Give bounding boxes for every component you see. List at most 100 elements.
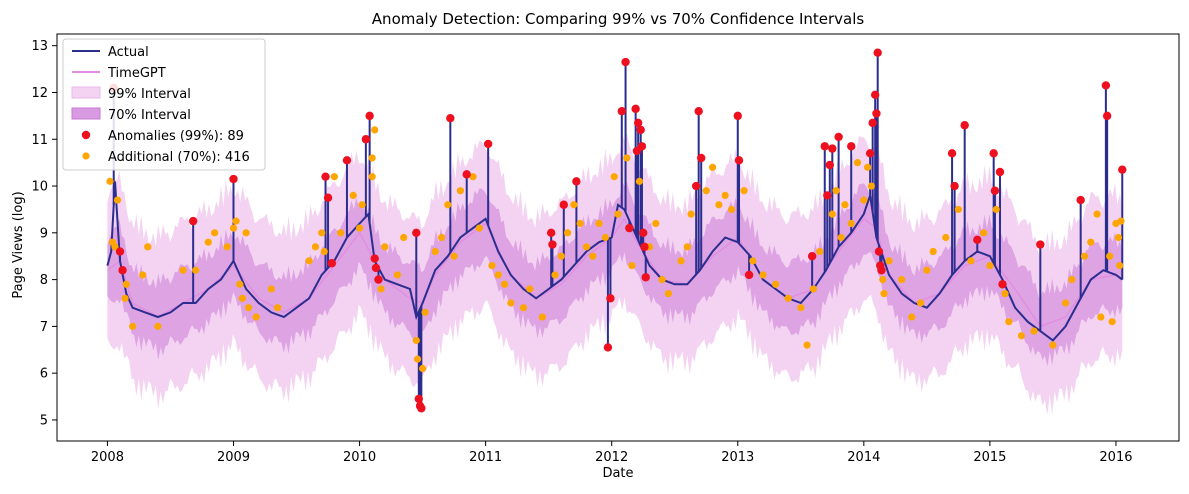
x-tick-label: 2011 [469, 450, 502, 465]
anomaly-99-point [877, 266, 886, 275]
anomaly-70-point [841, 201, 849, 209]
anomaly-99-point [115, 247, 125, 256]
anomaly-70-point [500, 280, 509, 288]
anomaly-70-point [809, 285, 818, 293]
anomaly-70-point [1087, 238, 1095, 246]
anomaly-70-point [229, 224, 238, 232]
legend-swatch-ci99 [71, 86, 101, 99]
anomaly-70-point [236, 280, 244, 288]
anomaly-99-point [1102, 111, 1112, 121]
anomaly-70-point [444, 201, 452, 209]
y-tick-label: 5 [40, 413, 48, 428]
anomaly-70-point [702, 187, 710, 195]
anomaly-70-point [377, 285, 385, 293]
anomaly-99-point [868, 118, 877, 128]
anomaly-70-point [715, 201, 723, 209]
anomaly-70-point [1097, 313, 1105, 321]
anomaly-99-point [990, 186, 1000, 195]
anomaly-99-point [691, 181, 701, 191]
anomaly-70-point [864, 163, 872, 171]
anomaly-99-point [546, 228, 556, 238]
anomaly-70-point [223, 243, 231, 251]
x-tick-label: 2014 [847, 450, 880, 465]
anomaly-70-point [879, 276, 887, 284]
anomaly-70-point [121, 294, 129, 302]
anomaly-70-point [1080, 252, 1089, 260]
anomaly-99-point [828, 144, 837, 153]
anomaly-70-point [358, 201, 366, 209]
anomaly-70-point [1108, 318, 1116, 326]
anomaly-70-point [867, 182, 875, 190]
anomaly-99-point [998, 280, 1007, 289]
anomaly-70-point [1005, 318, 1013, 326]
anomaly-70-point [400, 233, 408, 242]
anomaly-99-point [462, 170, 471, 179]
anomaly-70-point [551, 271, 559, 279]
y-tick-label: 9 [40, 226, 48, 241]
anomaly-70-point [349, 191, 357, 199]
anomaly-70-point [368, 173, 376, 181]
anomaly-99-point [327, 259, 337, 268]
anomaly-70-point [144, 243, 152, 251]
anomaly-70-point [635, 177, 644, 185]
anomaly-70-point [601, 233, 609, 242]
legend-label-timegpt: TimeGPT [107, 66, 166, 81]
anomaly-99-point [825, 160, 834, 170]
anomaly-70-point [623, 154, 631, 162]
anomaly-70-point [368, 154, 376, 162]
anomaly-99-point [1036, 240, 1045, 249]
anomaly-99-point [870, 90, 880, 100]
anomaly-70-point [986, 261, 994, 270]
anomaly-70-point [979, 229, 988, 237]
y-axis-label: Page Views (log) [11, 191, 26, 298]
anomaly-99-point [973, 235, 982, 245]
anomaly-70-point [916, 299, 925, 307]
anomaly-70-point [687, 210, 695, 218]
anomaly-99-point [640, 242, 649, 252]
plot-frame [56, 33, 1180, 442]
anomaly-70-point [437, 233, 446, 242]
anomaly-70-point [192, 266, 200, 274]
anomaly-70-point [576, 219, 584, 228]
anomaly-99-point [361, 135, 371, 144]
y-tick-label: 7 [40, 320, 48, 335]
anomaly-99-point [617, 106, 626, 116]
y-tick-label: 8 [40, 273, 48, 288]
legend-box [62, 38, 266, 171]
anomaly-99-point [733, 111, 742, 121]
anomaly-99-point [342, 156, 352, 165]
anomaly-99-point [188, 216, 198, 226]
anomaly-70-point [526, 285, 534, 293]
anomaly-70-point [1116, 261, 1124, 270]
anomaly-99-point [572, 177, 581, 186]
anomaly-70-point [538, 313, 546, 321]
anomaly-99-point [873, 48, 882, 57]
anomaly-70-point [898, 276, 906, 284]
anomaly-70-point [784, 294, 792, 302]
y-tick-label: 13 [31, 39, 48, 54]
anomaly-70-point [721, 191, 729, 199]
anomaly-70-point [204, 238, 212, 246]
anomaly-70-point [1061, 299, 1070, 307]
anomaly-99-point [744, 270, 754, 280]
anomaly-70-point [614, 210, 622, 218]
anomaly-70-point [880, 290, 888, 298]
anomaly-70-point [954, 205, 962, 214]
anomaly-70-point [708, 163, 717, 171]
anomaly-99-point [606, 294, 615, 303]
legend: Actual TimeGPT 99% Interval 70% Interval Ano… [62, 38, 266, 171]
anomaly-70-point [727, 205, 736, 214]
anomaly-70-point [1106, 252, 1114, 260]
anomaly-70-point [274, 304, 282, 312]
anomaly-70-point [413, 355, 422, 363]
anomaly-70-point [677, 257, 685, 265]
y-tick-label: 6 [40, 367, 48, 382]
anomaly-70-point [610, 173, 618, 181]
anomaly-70-point [1114, 233, 1123, 242]
anomaly-70-point [519, 304, 528, 312]
anomaly-70-point [355, 224, 364, 232]
anomaly-70-point [305, 257, 313, 265]
anomaly-70-point [1068, 276, 1076, 284]
anomaly-70-point [885, 257, 893, 265]
anomaly-70-point [421, 308, 429, 316]
